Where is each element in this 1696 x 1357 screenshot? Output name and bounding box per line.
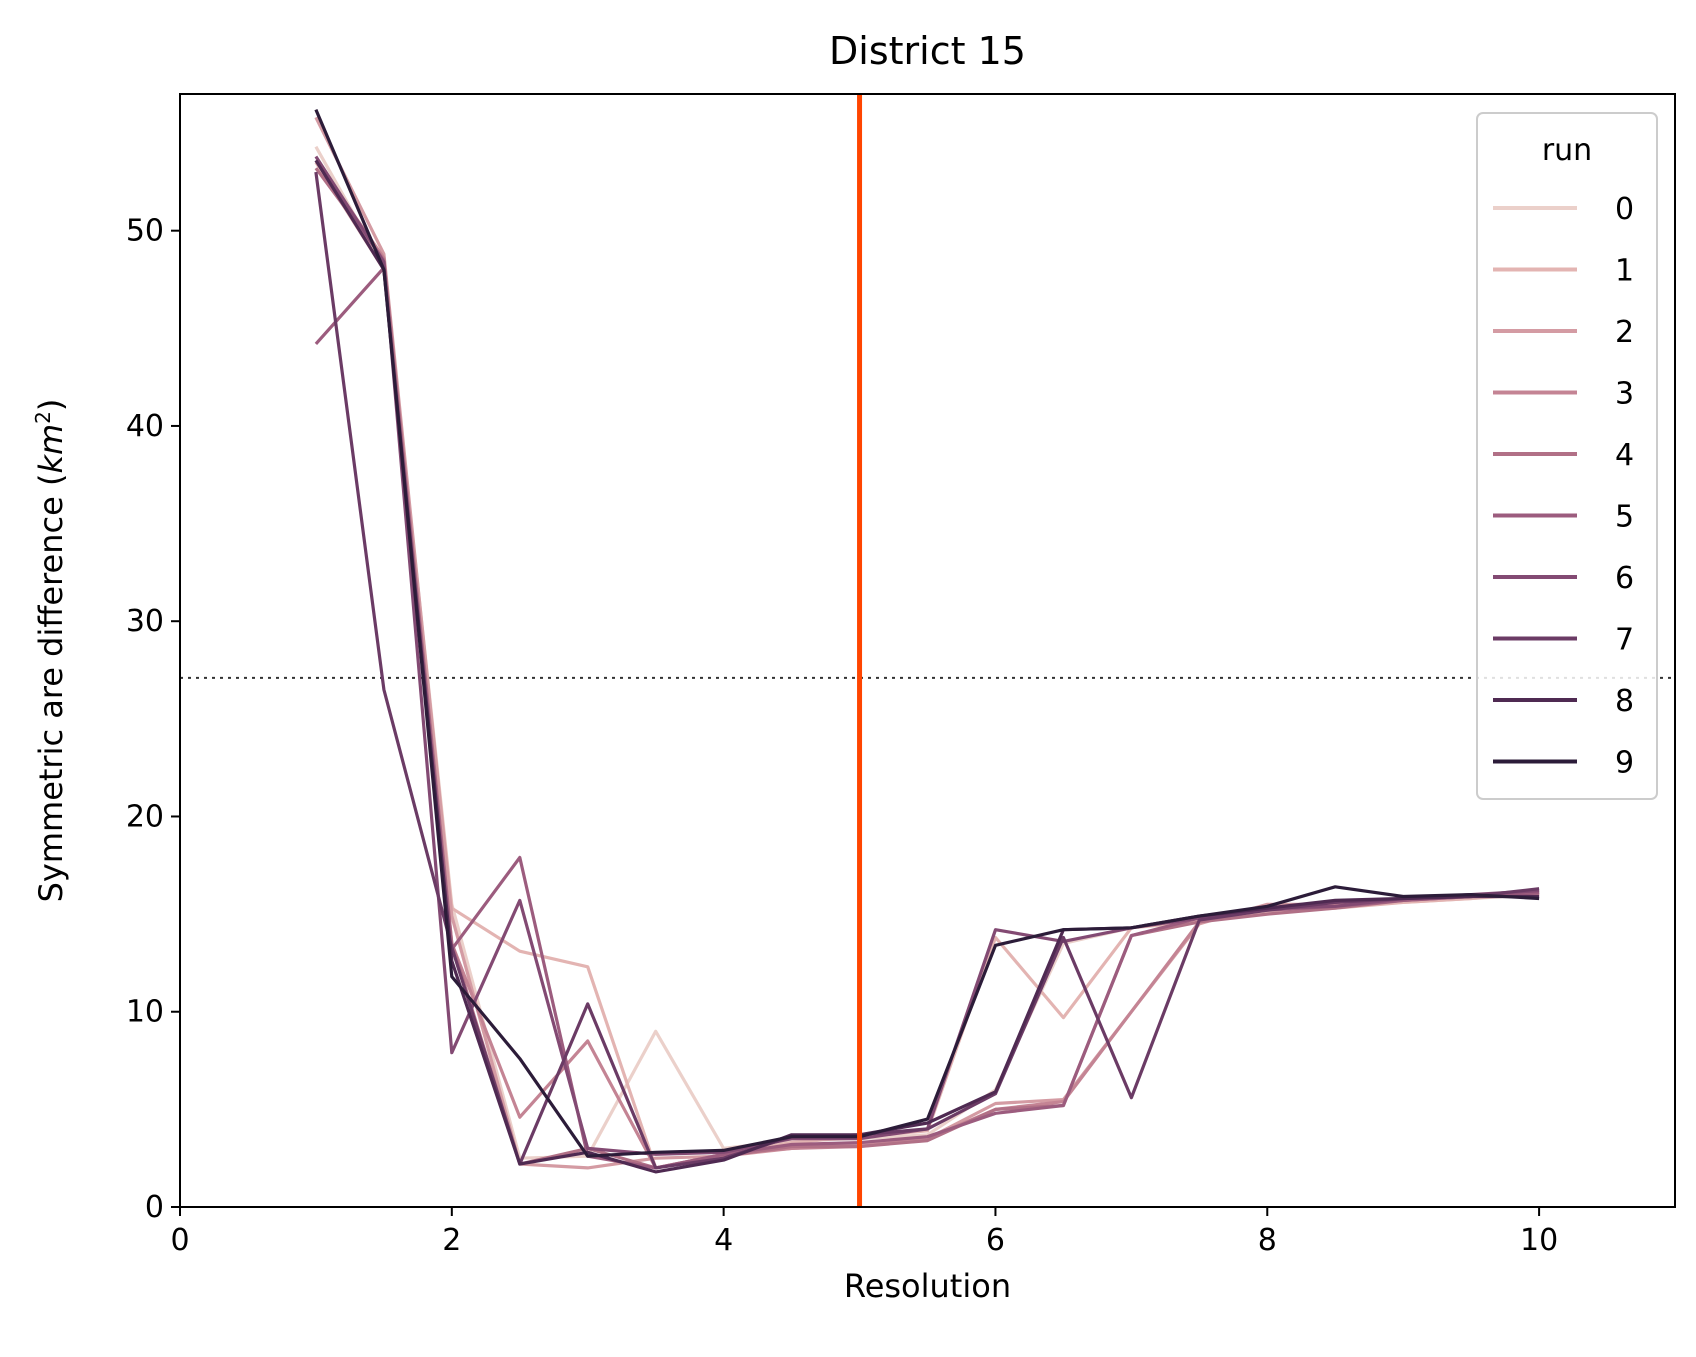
- axis-ticks: 0 2 4 6 8 10 0 10 20 30 40 50: [126, 214, 1558, 1258]
- plot-area: [180, 94, 1675, 1207]
- legend-label-run-8: 8: [1615, 684, 1634, 719]
- y-axis-label-unit: km: [32, 424, 70, 474]
- legend-label-run-4: 4: [1615, 438, 1634, 473]
- x-tick-label: 10: [1520, 1223, 1558, 1258]
- y-tick-label: 10: [126, 995, 164, 1030]
- x-tick-label: 6: [986, 1223, 1005, 1258]
- legend-label-run-7: 7: [1615, 623, 1634, 658]
- x-axis-label: Resolution: [844, 1267, 1011, 1305]
- legend-label-run-9: 9: [1615, 746, 1634, 781]
- legend-label-run-5: 5: [1615, 500, 1634, 535]
- y-axis-label-exponent: 2: [31, 411, 55, 424]
- legend-label-run-3: 3: [1615, 377, 1634, 412]
- chart-title: District 15: [829, 29, 1026, 73]
- legend-label-run-2: 2: [1615, 315, 1634, 350]
- y-axis-label-prefix: Symmetric are difference (: [32, 474, 70, 903]
- y-axis-label: Symmetric are difference (km2): [31, 399, 70, 903]
- x-tick-label: 4: [714, 1223, 733, 1258]
- y-axis-label-suffix: ): [32, 399, 70, 411]
- y-tick-label: 50: [126, 214, 164, 249]
- y-tick-label: 20: [126, 799, 164, 834]
- x-tick-label: 0: [170, 1223, 189, 1258]
- y-tick-label: 0: [145, 1190, 164, 1225]
- legend-label-run-0: 0: [1615, 192, 1634, 227]
- y-tick-label: 40: [126, 409, 164, 444]
- y-tick-label: 30: [126, 604, 164, 639]
- legend: run 0 1 2 3 4 5 6 7 8 9: [1476, 112, 1658, 800]
- series-line-run-8: [314, 159, 1540, 1174]
- x-tick-label: 2: [442, 1223, 461, 1258]
- axes-frame: [179, 93, 1676, 1208]
- legend-label-run-1: 1: [1615, 254, 1634, 289]
- legend-title: run: [1542, 133, 1592, 168]
- legend-label-run-6: 6: [1615, 561, 1634, 596]
- series-line-run-3: [314, 159, 1540, 1170]
- x-tick-label: 8: [1258, 1223, 1277, 1258]
- series-line-run-9: [314, 108, 1540, 1158]
